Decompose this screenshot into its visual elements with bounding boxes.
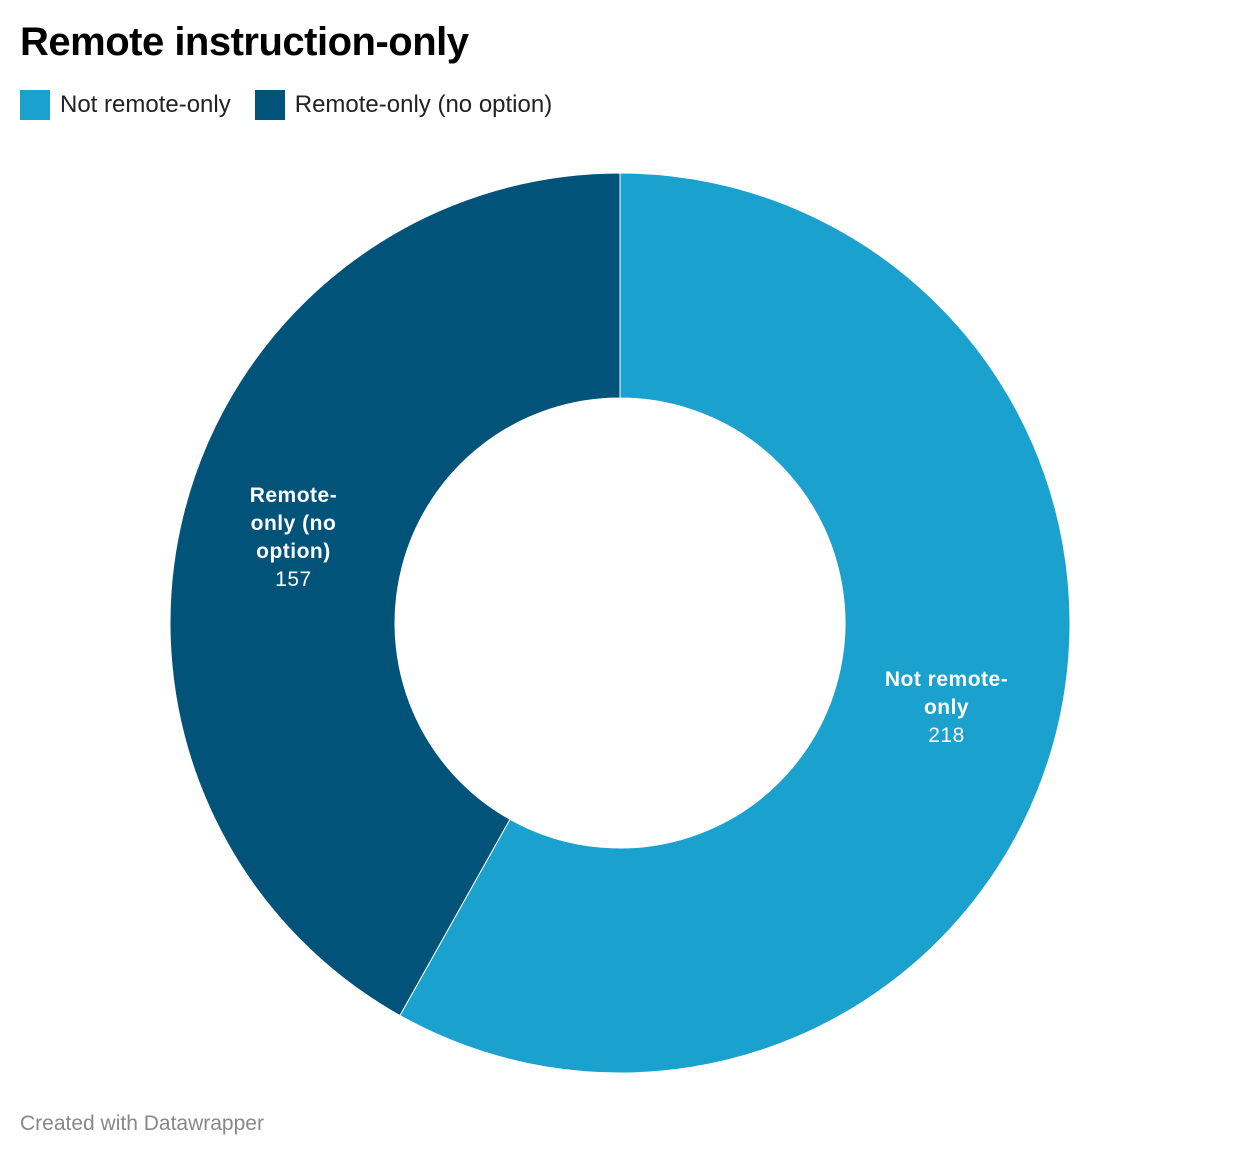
slice-label-text: Remote-only (no option) 157 bbox=[213, 482, 373, 594]
legend-item: Remote-only (no option) bbox=[254, 90, 553, 120]
slice-label-box: Not remote-only 218 bbox=[867, 628, 1027, 788]
legend-label: Remote-only (no option) bbox=[294, 91, 553, 118]
chart-title: Remote instruction-only bbox=[20, 20, 469, 64]
slice-label: Remote-only (no option) 157 bbox=[213, 458, 373, 618]
donut-slice bbox=[169, 172, 621, 1017]
slice-label: Not remote-only 218 bbox=[867, 628, 1027, 788]
slice-value: 157 bbox=[275, 567, 312, 591]
donut-slice bbox=[399, 172, 1071, 1074]
legend-swatch bbox=[254, 90, 285, 120]
legend-swatch bbox=[20, 90, 50, 120]
legend-item: Not remote-only bbox=[20, 90, 231, 120]
legend: Not remote-only Remote-only (no option) bbox=[20, 90, 552, 120]
credit: Created with Datawrapper bbox=[20, 1112, 264, 1135]
slice-label-box: Remote-only (no option) 157 bbox=[213, 458, 373, 618]
slice-label-text: Not remote-only 218 bbox=[867, 666, 1027, 750]
slice-name: Not remote-only bbox=[884, 668, 1009, 720]
legend-label: Not remote-only bbox=[60, 91, 231, 118]
slice-name: Remote-only (no option) bbox=[249, 483, 338, 563]
slice-value: 218 bbox=[928, 724, 965, 748]
